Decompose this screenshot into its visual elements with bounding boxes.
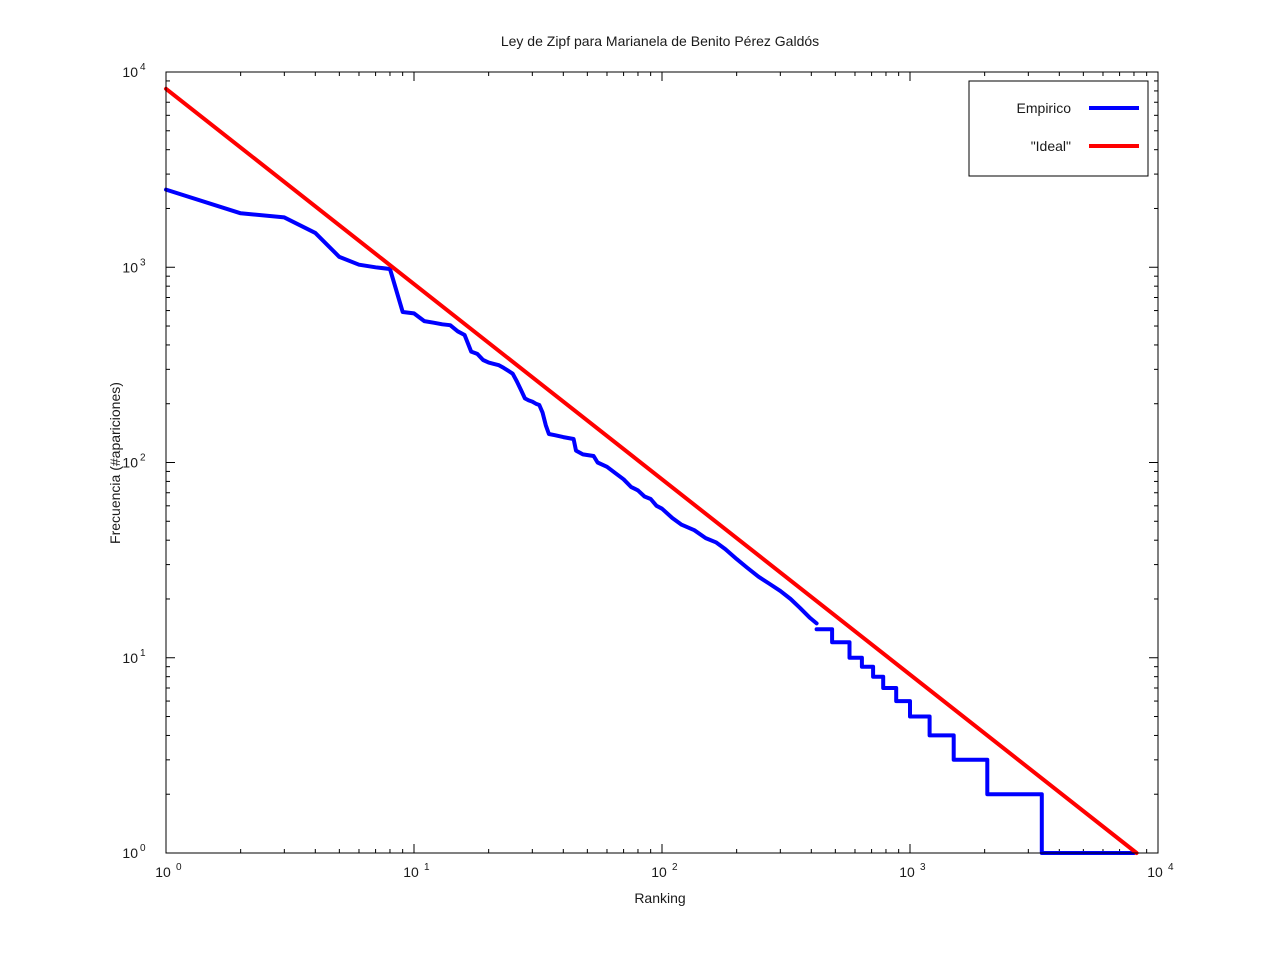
y-tick-exponent: 1 — [140, 648, 146, 659]
x-tick-label: 10 — [403, 864, 419, 880]
chart-title: Ley de Zipf para Marianela de Benito Pér… — [501, 33, 819, 49]
y-tick-label: 10 — [122, 845, 138, 861]
x-tick-exponent: 2 — [672, 862, 678, 873]
series-line-1 — [814, 627, 1136, 855]
plot-frame — [165, 71, 1159, 854]
y-tick-exponent: 3 — [140, 257, 146, 268]
y-tick-label: 10 — [122, 650, 138, 666]
series-line-0 — [164, 187, 819, 626]
x-tick-exponent: 1 — [424, 862, 430, 873]
y-tick-label: 10 — [122, 259, 138, 275]
legend: Empirico "Ideal" — [968, 80, 1149, 177]
x-tick-label: 10 — [155, 864, 171, 880]
x-tick-label: 10 — [899, 864, 915, 880]
x-tick-exponent: 0 — [176, 862, 182, 873]
x-axis-label: Ranking — [634, 890, 685, 906]
series-line-2 — [164, 86, 1139, 855]
x-tick-exponent: 3 — [920, 862, 926, 873]
x-tick-exponent: 4 — [1168, 862, 1174, 873]
legend-box — [968, 80, 1149, 177]
plot-series — [164, 86, 1139, 855]
x-tick-label: 10 — [1147, 864, 1163, 880]
y-axis-label: Frecuencia (#apariciones) — [107, 382, 123, 544]
axis-ticks: 10 0 10 1 10 2 10 3 10 410 010 110 210 310 4 — [122, 62, 1174, 880]
y-tick-label: 10 — [122, 455, 138, 471]
y-tick-exponent: 2 — [140, 453, 146, 464]
y-tick-exponent: 4 — [140, 62, 146, 73]
y-tick-exponent: 0 — [140, 843, 146, 854]
x-tick-label: 10 — [651, 864, 667, 880]
legend-label: "Ideal" — [1031, 138, 1071, 154]
legend-label: Empirico — [1017, 100, 1072, 116]
y-tick-label: 10 — [122, 64, 138, 80]
